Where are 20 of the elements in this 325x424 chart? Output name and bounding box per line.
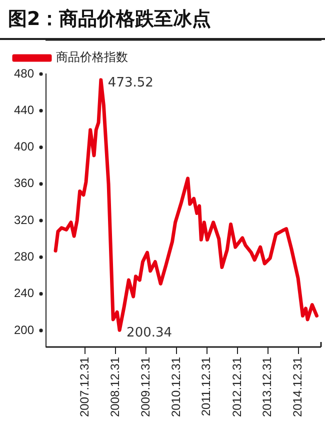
y-tick-label: 360 bbox=[14, 176, 34, 190]
x-tick-label: 2007.12.31 bbox=[77, 356, 92, 418]
annotation: 200.34 bbox=[126, 326, 172, 341]
x-tick-label: 2014.12.31 bbox=[290, 356, 305, 418]
y-tick-label: 440 bbox=[14, 102, 34, 117]
x-tick-label: 2012.12.31 bbox=[230, 356, 244, 418]
x-tick-label: 2009.12.31 bbox=[138, 356, 152, 418]
x-tick-label: 2008.12.31 bbox=[108, 356, 122, 418]
chart-title: 图2：商品价格跌至冰点 bbox=[0, 0, 325, 40]
y-tick-label: 320 bbox=[14, 212, 34, 227]
y-tick-label: 240 bbox=[14, 286, 34, 300]
y-tick-label: 480 bbox=[14, 66, 34, 80]
y-tick-label: 200 bbox=[14, 322, 34, 337]
annotation: 473.52 bbox=[108, 75, 154, 90]
legend-label: 商品价格指数 bbox=[56, 50, 128, 64]
x-tick-label: 2011.12.31 bbox=[199, 356, 214, 416]
y-tick-label: 400 bbox=[14, 140, 34, 154]
x-tick-label: 2013.12.31 bbox=[260, 356, 274, 418]
y-tick-label: 280 bbox=[14, 249, 34, 264]
x-tick-label: 2010.12.31 bbox=[168, 356, 183, 418]
